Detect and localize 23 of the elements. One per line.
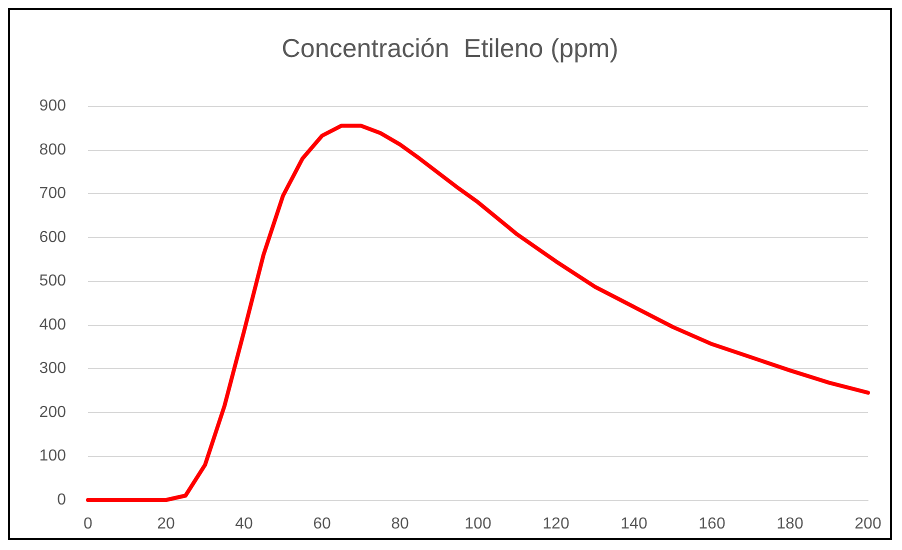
chart-title: Concentración Etileno (ppm): [282, 33, 618, 63]
y-tick-label: 700: [39, 185, 66, 202]
y-tick-label: 800: [39, 141, 66, 158]
x-tick-label: 200: [854, 516, 882, 532]
y-tick-label: 100: [39, 448, 66, 465]
x-tick-label: 60: [313, 516, 331, 532]
y-tick-label: 600: [39, 228, 66, 246]
x-tick-label: 40: [235, 516, 253, 532]
y-tick-label: 0: [57, 492, 66, 508]
y-tick-label: 900: [39, 98, 66, 114]
x-tick-label: 120: [542, 516, 570, 532]
x-tick-label: 0: [84, 516, 93, 532]
line-series: [86, 124, 870, 502]
y-tick-label: 500: [39, 272, 66, 290]
y-tick-label: 200: [39, 404, 66, 421]
x-tick-label: 20: [157, 516, 175, 532]
x-tick-label: 140: [620, 516, 648, 532]
x-tick-label: 160: [698, 516, 726, 532]
x-tick-label: 100: [464, 516, 492, 532]
x-tick-label: 80: [391, 516, 409, 532]
y-tick-label: 300: [39, 360, 66, 378]
y-tick-label: 400: [39, 316, 66, 334]
x-tick-label: 180: [776, 516, 804, 532]
